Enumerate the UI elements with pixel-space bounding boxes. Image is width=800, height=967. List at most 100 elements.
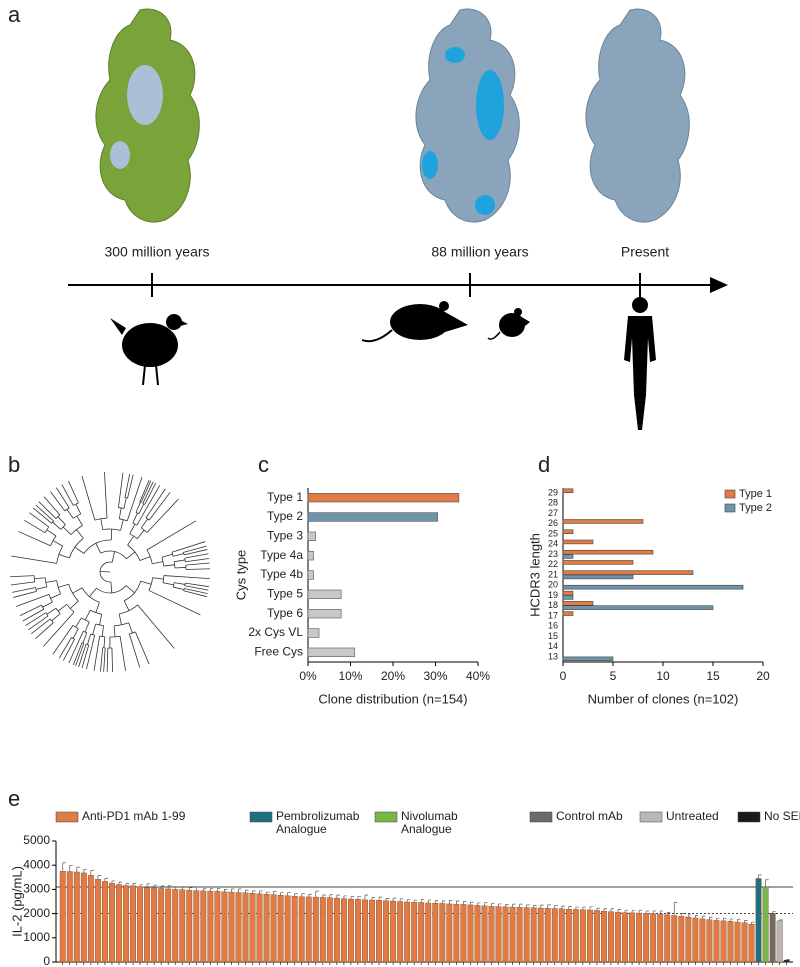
error-bar — [484, 902, 488, 906]
error-bar — [744, 920, 748, 923]
error-bar — [540, 904, 544, 909]
branch — [10, 575, 35, 578]
bar — [172, 889, 179, 963]
y-tick-label: 29 — [548, 487, 558, 497]
error-bar — [245, 889, 249, 893]
x-axis-label: Number of clones (n=102) — [588, 691, 739, 706]
error-bar — [329, 894, 333, 898]
error-bar — [315, 890, 319, 898]
bar — [242, 892, 249, 963]
branch — [183, 545, 207, 553]
branch — [184, 553, 209, 559]
error-bar — [406, 899, 411, 902]
bar — [467, 904, 474, 963]
bar — [307, 628, 320, 638]
x-tick-label: 20% — [381, 669, 405, 683]
error-bar — [350, 896, 354, 900]
branch — [90, 633, 95, 636]
branch — [33, 575, 36, 582]
bar — [593, 910, 600, 963]
bar — [383, 900, 390, 963]
branch — [69, 600, 79, 609]
branch — [76, 529, 84, 539]
error-bar — [758, 874, 762, 879]
bar — [291, 895, 298, 963]
bar — [488, 906, 495, 963]
legend-swatch — [529, 811, 553, 823]
error-bar — [224, 889, 228, 892]
error-bar — [357, 896, 361, 900]
x-tick-label: 10 — [656, 669, 670, 683]
error-bar — [603, 908, 607, 912]
x-tick-label: 0 — [560, 669, 567, 683]
branch — [72, 513, 81, 519]
error-bar — [568, 905, 572, 910]
error-bar — [364, 894, 368, 900]
y-axis-label: Cys type — [233, 550, 248, 601]
branch — [124, 473, 131, 498]
error-bar — [97, 875, 101, 880]
error-bar — [259, 890, 263, 894]
legend-swatch — [724, 489, 736, 499]
branch — [111, 647, 113, 672]
error-bar — [266, 891, 270, 895]
branch — [22, 608, 44, 622]
error-bar — [336, 894, 340, 899]
branch — [46, 529, 57, 537]
branch — [119, 518, 128, 522]
y-tick-label: 22 — [548, 559, 558, 569]
bar — [109, 883, 115, 963]
bar — [307, 493, 460, 503]
y-tick-label: 14 — [548, 641, 558, 651]
branch — [103, 647, 106, 672]
error-bar — [167, 885, 172, 889]
error-bar — [786, 958, 790, 961]
branch — [58, 583, 69, 588]
y-tick-label: 20 — [548, 580, 558, 590]
branch — [55, 607, 61, 614]
error-bar — [702, 915, 706, 919]
error-bar — [153, 884, 158, 888]
branch — [173, 561, 176, 569]
error-bar — [448, 899, 453, 904]
bar — [572, 909, 579, 963]
error-bar — [385, 898, 390, 901]
error-bar — [498, 903, 502, 907]
error-bar — [202, 888, 207, 891]
branch — [58, 554, 70, 559]
bar — [144, 887, 151, 963]
branch — [119, 636, 126, 671]
bar — [333, 897, 340, 963]
error-bar — [174, 886, 179, 890]
bar — [776, 920, 783, 963]
timeline-arrow — [710, 277, 728, 293]
branch — [82, 632, 88, 644]
legend-swatch — [374, 811, 398, 823]
x-axis-label: Clone distribution (n=154) — [318, 691, 467, 706]
bar — [59, 871, 66, 963]
error-bar — [427, 899, 432, 903]
bar — [73, 871, 80, 963]
branch — [10, 581, 35, 586]
branch — [123, 497, 127, 509]
branch — [57, 604, 68, 612]
branch — [62, 526, 72, 535]
bar — [151, 887, 158, 963]
y-tick-label: 16 — [548, 621, 558, 631]
bar — [130, 885, 136, 963]
bar — [562, 488, 574, 494]
bar — [664, 914, 671, 963]
branch — [138, 503, 145, 514]
branch — [142, 481, 154, 504]
branch — [184, 585, 209, 591]
bar — [362, 899, 368, 963]
branch — [125, 585, 135, 593]
error-bar — [610, 908, 614, 912]
y-tick-label: 17 — [548, 610, 558, 620]
dendrogram — [10, 472, 210, 672]
y-tick-label: Type 5 — [267, 587, 303, 601]
branch — [132, 522, 138, 526]
legend-label: Type 2 — [739, 502, 772, 514]
error-bar — [301, 893, 305, 897]
branch — [66, 509, 74, 519]
